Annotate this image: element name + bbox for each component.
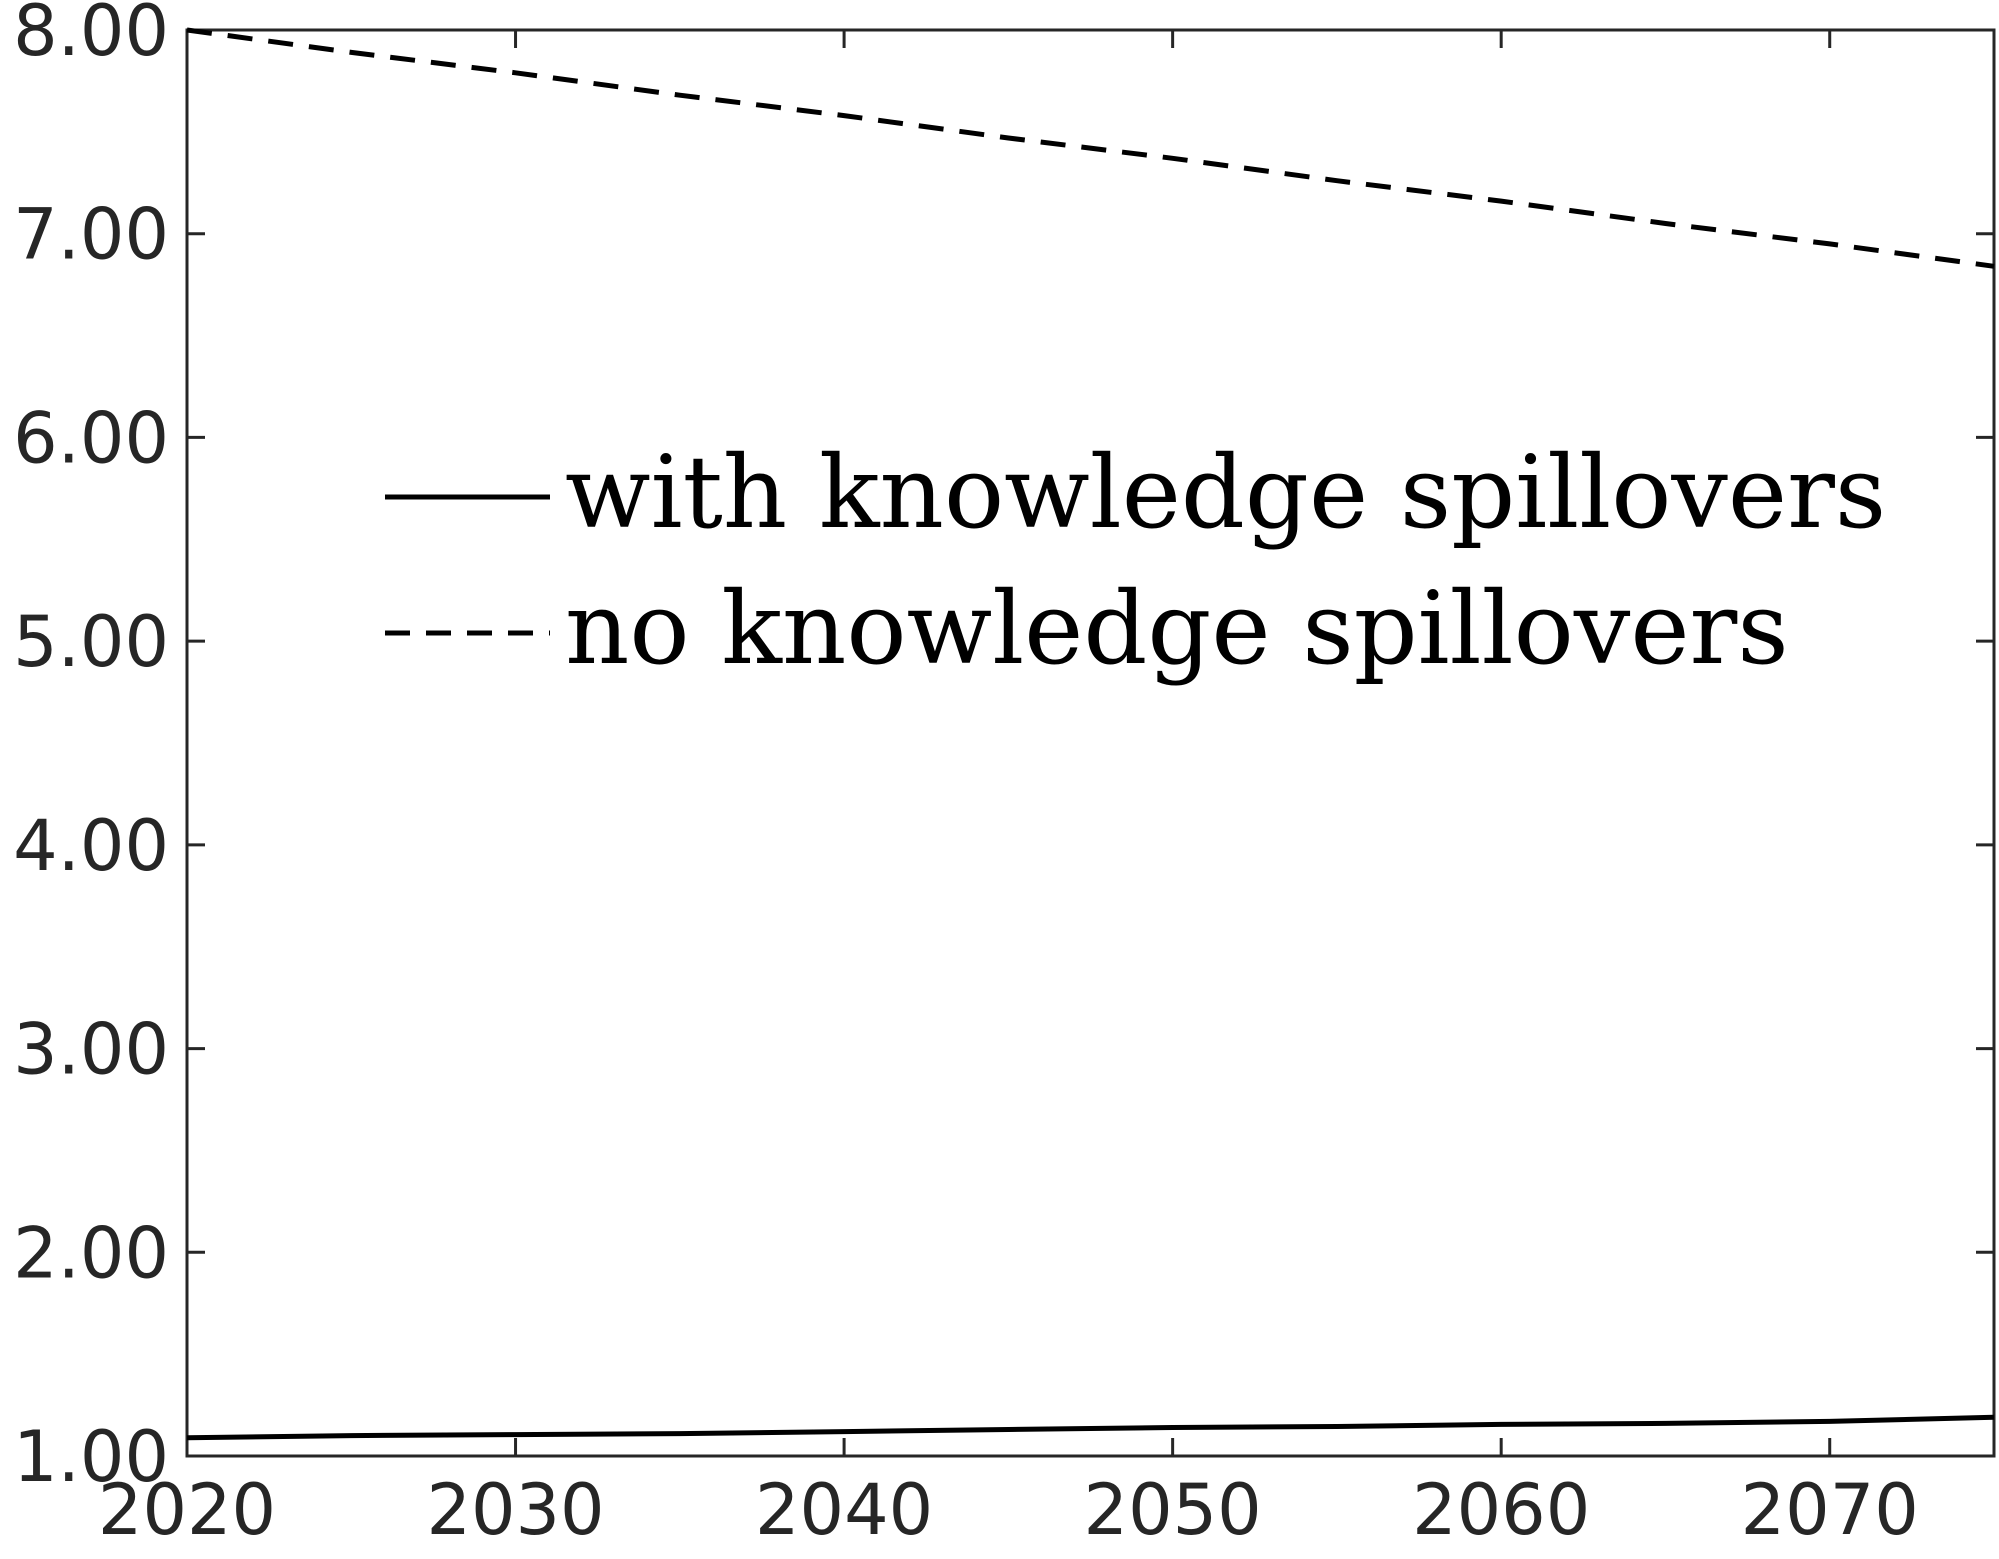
series-line-with-spillovers <box>186 1414 1995 1441</box>
x-tick-label: 2040 <box>755 1469 933 1551</box>
legend-label-no-spillovers: no knowledge spillovers <box>565 570 1789 687</box>
x-tick-label: 2070 <box>1741 1469 1919 1551</box>
y-tick-label: 8.00 <box>13 0 169 72</box>
y-tick-label: 6.00 <box>13 397 169 479</box>
legend-label-with-spillovers: with knowledge spillovers <box>565 434 1886 551</box>
plot-frame <box>185 28 1996 1458</box>
x-tick-label: 2050 <box>1084 1469 1262 1551</box>
y-tick-label: 5.00 <box>13 601 169 683</box>
series-line-no-spillovers <box>186 27 1995 269</box>
y-tick-label: 7.00 <box>13 194 169 276</box>
series-lines <box>186 27 1995 1441</box>
y-tick-label: 2.00 <box>13 1212 169 1294</box>
x-tick-label: 2020 <box>98 1469 276 1551</box>
x-tick-label: 2060 <box>1412 1469 1590 1551</box>
x-tick-label: 2030 <box>426 1469 604 1551</box>
y-tick-label: 3.00 <box>13 1009 169 1091</box>
axis-ticks: 2020 2030 2040 2050 2060 2070 1.00 2.00 3.00 4.00… <box>13 0 1994 1551</box>
y-tick-label: 4.00 <box>13 805 169 887</box>
y-tick-label: 1.00 <box>13 1416 169 1498</box>
legend: with knowledge spillovers no knowledge s… <box>385 434 1886 687</box>
